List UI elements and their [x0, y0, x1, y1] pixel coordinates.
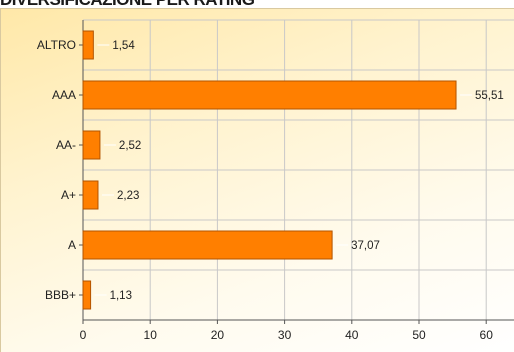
x-tick-label: 20 [211, 328, 225, 342]
grid-lines [83, 19, 514, 321]
category-label: AA- [56, 138, 76, 152]
x-tick-label: 30 [278, 328, 292, 342]
data-label: 1,13 [110, 290, 132, 302]
category-label: A [68, 238, 76, 252]
chart-title: DIVERSIFICAZIONE PER RATING [0, 0, 255, 11]
category-label: BBB+ [45, 288, 76, 302]
bar [82, 180, 99, 210]
data-label: 55,51 [475, 90, 504, 102]
x-tick-label: 0 [80, 328, 87, 342]
bar [82, 130, 101, 160]
axes: 0 10 20 30 40 50 60 [79, 20, 514, 342]
bars [82, 30, 457, 310]
category-label: A+ [61, 188, 76, 202]
x-tick-label: 10 [144, 328, 158, 342]
bar [82, 280, 92, 310]
data-label: 37,07 [351, 240, 380, 252]
bar [82, 230, 333, 260]
data-label: 1,54 [112, 40, 135, 52]
x-tick-label: 40 [345, 328, 359, 342]
category-label: ALTRO [37, 38, 76, 52]
data-label: 2,23 [117, 190, 139, 202]
bar [82, 80, 457, 110]
category-label: AAA [52, 88, 76, 102]
x-tick-label: 60 [480, 328, 494, 342]
data-label: 2,52 [119, 140, 141, 152]
labels: ALTRO 1,54 AAA 55,51 AA- 2,52 A+ 2,23 A 37,07 BBB+… [37, 38, 504, 302]
x-tick-label: 50 [412, 328, 426, 342]
bar [82, 30, 94, 60]
